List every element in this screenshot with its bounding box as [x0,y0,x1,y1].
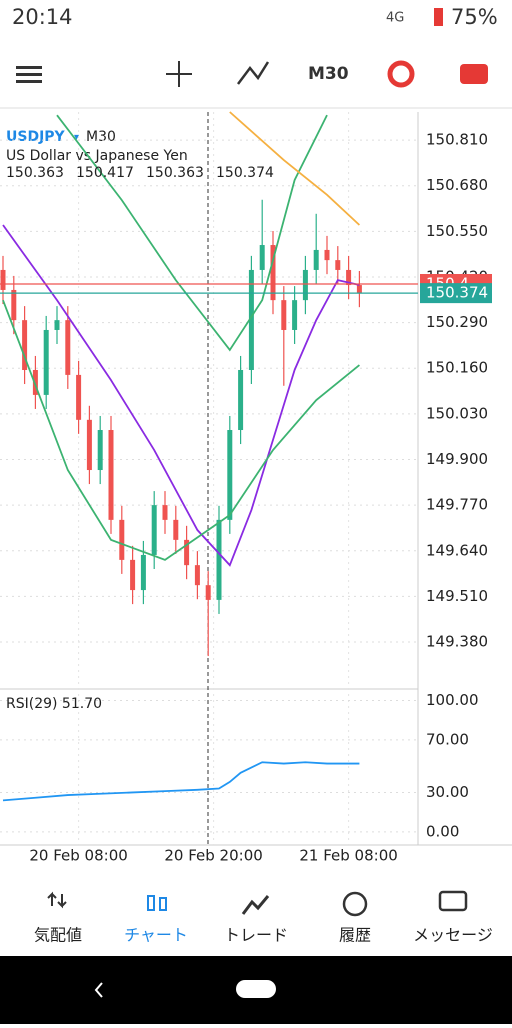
chart-icon [147,895,167,911]
line [229,111,361,226]
line [2,299,360,561]
crosshair-button[interactable] [166,61,192,87]
candle-body [292,300,298,330]
candle-body [97,430,103,471]
y-tick-label: 149.510 [426,587,488,605]
candle-body [11,289,17,321]
ohlc-value: 150.363 [6,165,64,181]
candle-body [119,519,125,560]
candle-body [0,269,6,290]
battery: 75% [451,5,498,29]
x-tick-label: 20 Feb 20:00 [164,847,262,865]
candle-body [86,419,92,471]
bid-label: 150.374 [426,284,488,302]
nav-item[interactable]: メッセージ [413,926,493,945]
dropdown-icon[interactable]: ▾ [74,132,79,143]
candle-body [205,585,211,600]
battery-icon [434,8,443,26]
line [56,114,328,352]
y-tick-label: 149.640 [426,541,488,559]
clock: 20:14 [12,5,73,29]
candle-body [151,505,157,555]
candle-body [76,374,82,420]
y-tick-label: 70.00 [426,730,469,748]
symbol-description: US Dollar vs Japanese Yen [6,148,188,164]
nav-item[interactable]: 履歴 [339,926,371,945]
ohlc-value: 150.374 [216,165,274,181]
y-tick-label: 30.00 [426,783,469,801]
candle-body [216,519,222,600]
bid-label-box [420,283,492,304]
rsi-panel [0,700,418,833]
nav-item[interactable]: トレード [224,926,288,945]
candle-body [173,519,179,540]
line [2,761,360,802]
y-tick-label: 150.680 [426,176,488,194]
candle-body [346,269,352,286]
home-button[interactable] [236,980,276,998]
price-panel [0,111,418,845]
candle-body [130,559,136,591]
candle-body [184,539,190,566]
candle-body [43,329,49,395]
indicator-button[interactable] [237,61,270,85]
trade-button[interactable] [460,64,488,84]
nav-item[interactable]: 気配値 [34,926,82,945]
candle-body [108,430,114,520]
y-tick-label: 100.00 [426,691,479,709]
menu-button[interactable] [16,66,42,83]
timeframe-button[interactable]: M30 [308,64,349,84]
candle-body [302,269,308,301]
nav-bar [0,866,512,956]
history-icon [342,891,368,917]
ohlc-value: 150.417 [76,165,134,181]
rsi-title: RSI(29) 51.70 [6,696,102,712]
y-tick-label: 149.380 [426,633,488,651]
status-bar [0,0,512,36]
candle-body [22,320,28,370]
trade-icon [241,895,270,915]
candle-body [227,430,233,520]
candle-body [54,320,60,330]
candle-body [32,369,38,395]
y-tick-label: 150.160 [426,359,488,377]
candle-body [65,320,71,375]
candle-body [259,245,265,270]
y-tick-label: 0.00 [426,822,459,840]
candle-body [356,285,362,294]
candle-body [162,505,168,520]
candle-body [281,300,287,330]
line [2,224,360,567]
candle-body [194,565,200,586]
candle-body [238,369,244,431]
nav-item[interactable]: チャート [124,926,188,945]
network: 4G [386,11,404,26]
candle-body [335,260,341,270]
y-tick-label: 150.290 [426,313,488,331]
symbol: USDJPY [6,129,66,145]
messages-icon [438,890,468,912]
candle-body [248,269,254,370]
candle-body [313,249,319,270]
candle-body [324,249,330,261]
x-tick-label: 21 Feb 08:00 [299,847,397,865]
ohlc-value: 150.363 [146,165,204,181]
x-tick-label: 20 Feb 08:00 [29,847,127,865]
chart-timeframe: M30 [86,129,116,145]
back-button[interactable] [94,982,103,998]
candle-body [140,554,146,591]
candle-body [270,245,276,301]
y-tick-label: 150.030 [426,404,488,422]
template-button[interactable] [387,60,415,88]
y-tick-label: 149.900 [426,450,488,468]
y-tick-label: 149.770 [426,496,488,514]
quotes-icon [47,891,67,909]
y-tick-label: 150.810 [426,131,488,149]
y-tick-label: 150.550 [426,222,488,240]
